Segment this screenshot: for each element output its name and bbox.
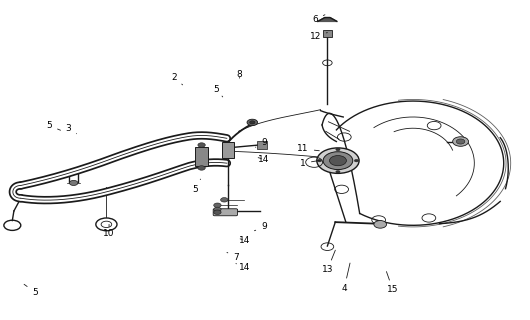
Circle shape [214, 210, 221, 214]
Circle shape [198, 166, 205, 170]
Circle shape [374, 220, 386, 228]
Circle shape [456, 139, 465, 144]
Circle shape [220, 197, 228, 202]
Text: 2: 2 [171, 73, 183, 85]
Text: 14: 14 [236, 263, 251, 272]
Bar [222, 142, 234, 158]
Circle shape [198, 143, 205, 147]
Text: 7: 7 [227, 252, 239, 262]
Circle shape [453, 137, 469, 146]
Circle shape [214, 207, 221, 212]
Text: 1: 1 [300, 159, 320, 168]
Text: 13: 13 [322, 250, 335, 275]
Text: 11: 11 [297, 144, 320, 153]
Text: 14: 14 [239, 236, 251, 245]
Circle shape [317, 148, 359, 173]
Text: 8: 8 [237, 70, 243, 79]
Bar [195, 147, 208, 166]
Circle shape [336, 148, 340, 151]
Circle shape [214, 203, 221, 207]
Text: 5: 5 [47, 121, 60, 130]
Circle shape [330, 156, 347, 166]
Text: 9: 9 [254, 222, 267, 231]
Circle shape [323, 152, 353, 170]
Text: 5: 5 [214, 85, 223, 97]
Text: 12: 12 [310, 32, 328, 41]
Text: 10: 10 [103, 224, 115, 238]
Text: 4: 4 [341, 263, 350, 292]
Text: 3: 3 [66, 124, 76, 134]
Circle shape [355, 159, 359, 162]
Circle shape [250, 121, 255, 124]
Circle shape [69, 180, 78, 186]
Bar [323, 30, 332, 37]
Text: 5: 5 [24, 284, 38, 297]
Bar [257, 141, 267, 149]
Circle shape [247, 119, 258, 125]
Circle shape [317, 159, 322, 162]
FancyBboxPatch shape [213, 209, 237, 216]
Polygon shape [318, 18, 337, 21]
Text: 15: 15 [386, 272, 399, 294]
Text: 5: 5 [192, 179, 200, 194]
Text: 6: 6 [312, 15, 325, 24]
Text: 14: 14 [258, 155, 270, 164]
Circle shape [336, 171, 340, 173]
Text: 9: 9 [255, 138, 267, 147]
